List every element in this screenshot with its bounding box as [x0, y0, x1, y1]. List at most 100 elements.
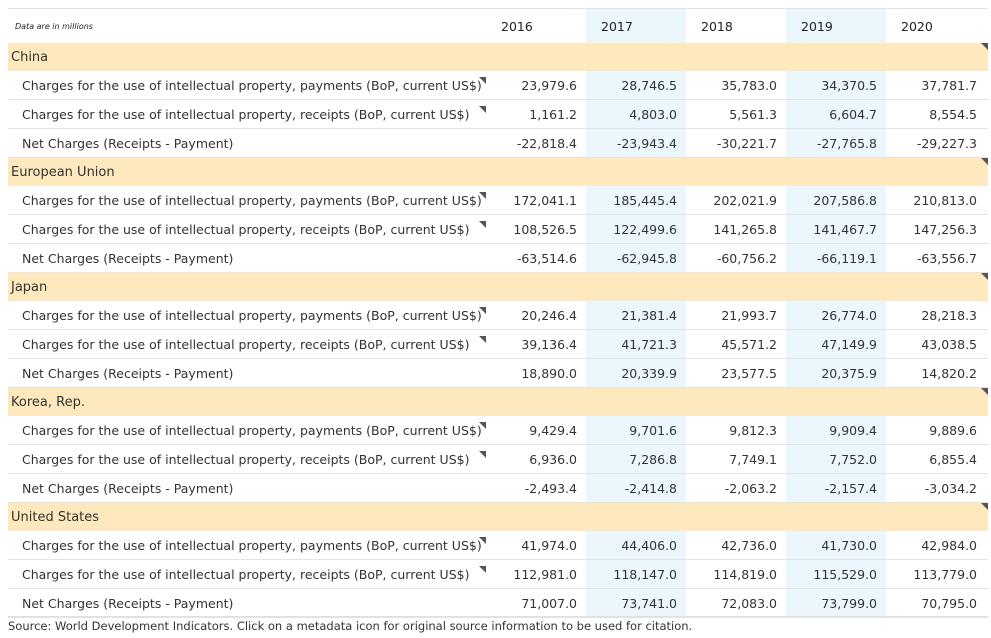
indicator-label: Charges for the use of intellectual prop…: [8, 220, 486, 237]
metadata-icon[interactable]: [981, 503, 988, 510]
year-header[interactable]: 2016: [501, 18, 533, 34]
value-cell: 118,147.0: [613, 566, 677, 582]
value-cell: -30,221.7: [716, 135, 777, 151]
metadata-icon[interactable]: [981, 273, 988, 280]
value-cell: -2,414.8: [624, 480, 677, 496]
value-cell: -3,034.2: [924, 480, 977, 496]
country-group-row: European Union: [8, 158, 988, 186]
metadata-icon[interactable]: [479, 105, 486, 113]
value-cell: 202,021.9: [713, 192, 777, 208]
table-row: Net Charges (Receipts - Payment) -63,514.…: [8, 244, 988, 273]
indicator-name: Charges for the use of intellectual prop…: [22, 77, 482, 93]
value-cell: 39,136.4: [521, 336, 577, 352]
data-table: Data are in millions 2016 2017 2018 2019…: [8, 8, 988, 618]
indicator-name: Charges for the use of intellectual prop…: [22, 106, 470, 122]
footer-divider: [8, 616, 988, 617]
table-row: Charges for the use of intellectual prop…: [8, 531, 988, 560]
value-cell: 141,467.7: [813, 221, 877, 237]
metadata-icon[interactable]: [981, 388, 988, 395]
indicator-label: Charges for the use of intellectual prop…: [8, 335, 486, 352]
metadata-icon[interactable]: [479, 565, 486, 573]
table-row: Charges for the use of intellectual prop…: [8, 71, 988, 100]
value-cell: 44,406.0: [621, 537, 677, 553]
value-cell: 41,721.3: [621, 336, 677, 352]
value-cell: 9,889.6: [929, 422, 977, 438]
value-cell: -23,943.4: [616, 135, 677, 151]
value-cell: 72,083.0: [721, 595, 777, 611]
table-row: Charges for the use of intellectual prop…: [8, 301, 988, 330]
country-name: Korea, Rep.: [11, 394, 85, 410]
value-cell: 21,993.7: [721, 307, 777, 323]
value-cell: 141,265.8: [713, 221, 777, 237]
table-row: Charges for the use of intellectual prop…: [8, 215, 988, 244]
metadata-icon[interactable]: [981, 158, 988, 165]
value-cell: 6,936.0: [529, 451, 577, 467]
value-cell: 26,774.0: [821, 307, 877, 323]
year-header[interactable]: 2019: [801, 18, 833, 34]
metadata-icon[interactable]: [479, 421, 486, 429]
table-row: Charges for the use of intellectual prop…: [8, 186, 988, 215]
value-cell: 210,813.0: [913, 192, 977, 208]
value-cell: 7,749.1: [729, 451, 777, 467]
table-row: Charges for the use of intellectual prop…: [8, 560, 988, 589]
value-cell: 114,819.0: [713, 566, 777, 582]
value-cell: -63,514.6: [516, 250, 577, 266]
value-cell: 42,984.0: [921, 537, 977, 553]
indicator-name: Charges for the use of intellectual prop…: [22, 336, 470, 352]
table-body: China Charges for the use of intellectual…: [8, 43, 988, 618]
value-cell: 20,246.4: [521, 307, 577, 323]
year-header[interactable]: 2017: [601, 18, 633, 34]
value-cell: 9,429.4: [529, 422, 577, 438]
metadata-icon[interactable]: [479, 450, 486, 458]
metadata-icon[interactable]: [479, 191, 486, 199]
value-cell: 122,499.6: [613, 221, 677, 237]
table-row: Net Charges (Receipts - Payment) 18,890.0…: [8, 359, 988, 388]
value-cell: 35,783.0: [721, 77, 777, 93]
metadata-icon[interactable]: [479, 335, 486, 343]
value-cell: 20,339.9: [621, 365, 677, 381]
metadata-icon[interactable]: [479, 306, 486, 314]
indicator-name: Charges for the use of intellectual prop…: [22, 221, 470, 237]
source-note: Source: World Development Indicators. Cl…: [8, 619, 693, 633]
value-cell: 43,038.5: [921, 336, 977, 352]
metadata-icon[interactable]: [479, 536, 486, 544]
indicator-name: Charges for the use of intellectual prop…: [22, 422, 482, 438]
value-cell: 41,730.0: [821, 537, 877, 553]
indicator-name: Net Charges (Receipts - Payment): [22, 365, 234, 381]
country-name: European Union: [11, 164, 115, 180]
metadata-icon[interactable]: [981, 43, 988, 50]
country-name: United States: [11, 509, 100, 525]
metadata-icon[interactable]: [479, 76, 486, 84]
indicator-label: Charges for the use of intellectual prop…: [8, 565, 486, 582]
value-cell: 70,795.0: [921, 595, 977, 611]
indicator-label: Charges for the use of intellectual prop…: [8, 450, 486, 467]
year-header[interactable]: 2018: [701, 18, 733, 34]
indicator-label: Charges for the use of intellectual prop…: [8, 306, 486, 323]
metadata-icon[interactable]: [479, 220, 486, 228]
indicator-name: Charges for the use of intellectual prop…: [22, 451, 470, 467]
value-cell: 73,741.0: [621, 595, 677, 611]
value-cell: 207,586.8: [813, 192, 877, 208]
value-cell: 108,526.5: [513, 221, 577, 237]
value-cell: 185,445.4: [613, 192, 677, 208]
value-cell: -62,945.8: [616, 250, 677, 266]
year-header[interactable]: 2020: [901, 18, 933, 34]
value-cell: -27,765.8: [816, 135, 877, 151]
value-cell: 6,604.7: [829, 106, 877, 122]
value-cell: 7,286.8: [629, 451, 677, 467]
value-cell: 9,909.4: [829, 422, 877, 438]
value-cell: 18,890.0: [521, 365, 577, 381]
value-cell: 23,577.5: [721, 365, 777, 381]
value-cell: 37,781.7: [921, 77, 977, 93]
value-cell: 112,981.0: [513, 566, 577, 582]
value-cell: 23,979.6: [521, 77, 577, 93]
value-cell: 14,820.2: [921, 365, 977, 381]
indicator-name: Net Charges (Receipts - Payment): [22, 595, 234, 611]
indicator-label: Charges for the use of intellectual prop…: [8, 76, 486, 93]
value-cell: 4,803.0: [629, 106, 677, 122]
value-cell: 113,779.0: [913, 566, 977, 582]
indicator-label: Net Charges (Receipts - Payment): [8, 366, 486, 381]
value-cell: 5,561.3: [729, 106, 777, 122]
value-cell: 9,812.3: [729, 422, 777, 438]
table-row: Charges for the use of intellectual prop…: [8, 416, 988, 445]
